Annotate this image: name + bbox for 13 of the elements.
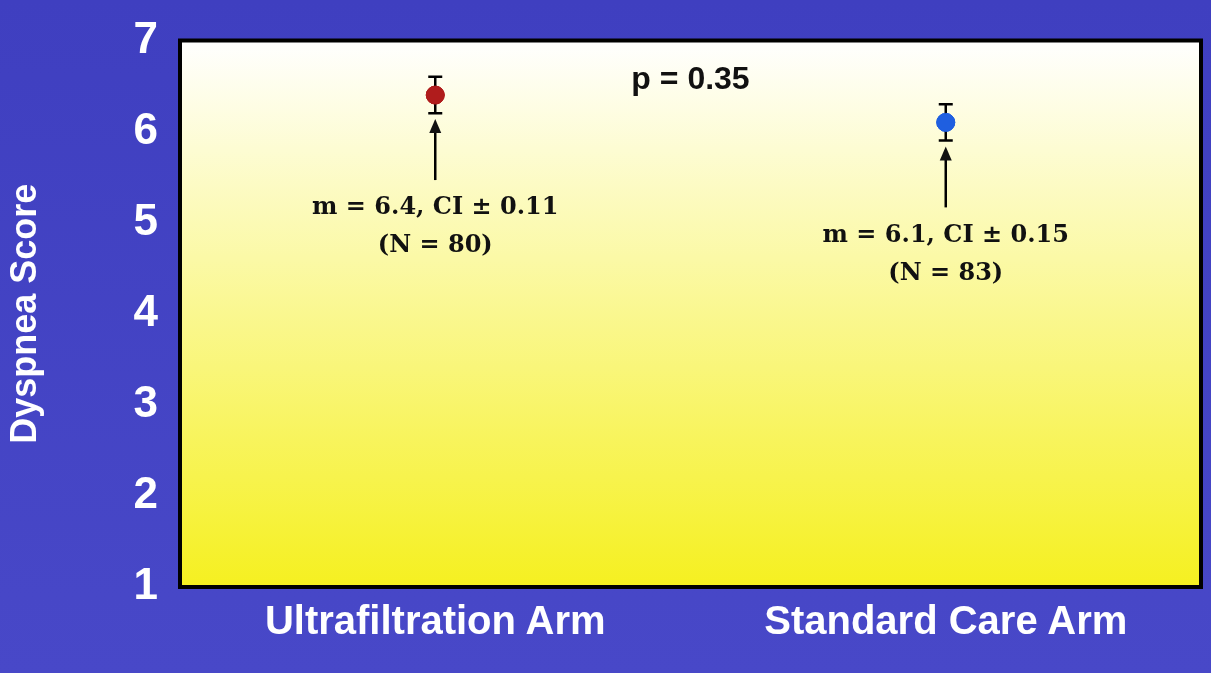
y-axis-title: Dyspnea Score <box>2 183 44 444</box>
annotation: p = 0.35 <box>631 60 750 97</box>
y-tick-label: 3 <box>133 376 158 426</box>
y-tick-label: 2 <box>133 468 158 518</box>
annotation: m = 6.4, CI ± 0.11 (N = 80) <box>312 191 559 259</box>
x-tick-label: Ultrafiltration Arm <box>264 598 606 643</box>
y-tick-label: 1 <box>133 559 158 609</box>
annotation: m = 6.1, CI ± 0.15 (N = 83) <box>822 218 1069 286</box>
y-tick-label: 7 <box>133 12 158 62</box>
y-tick-label: 5 <box>133 194 158 244</box>
y-tick-label: 4 <box>133 285 159 335</box>
y-tick-label: 6 <box>133 103 158 153</box>
x-tick-label: Standard Care Arm <box>764 598 1128 643</box>
